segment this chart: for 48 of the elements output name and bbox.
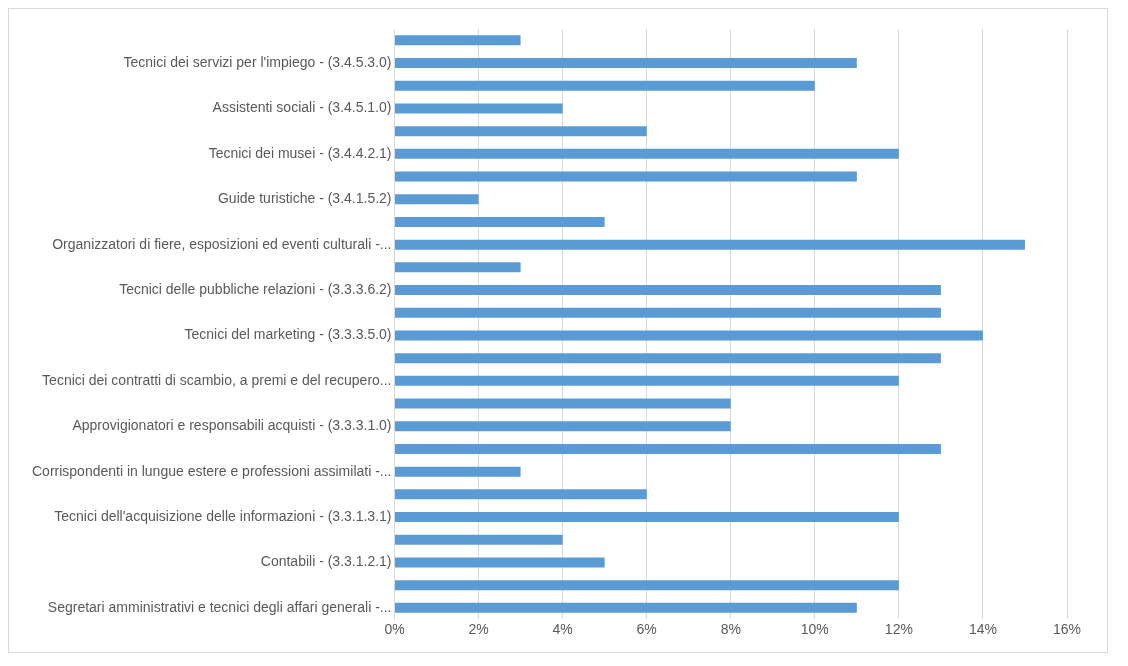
y-tick-label: Tecnici dell'acquisizione delle informazioni - (3.3.1.3.1) [54, 507, 392, 524]
bar [395, 421, 731, 432]
y-tick-label: Tecnici dei servizi per l'impiego - (3.4.5.3.0) [123, 53, 392, 70]
bar [395, 126, 647, 137]
y-tick-label: Tecnici dei musei - (3.4.4.2.1) [208, 144, 392, 161]
bar [395, 103, 563, 114]
x-tick-label: 14% [968, 621, 997, 638]
y-tick-label: Segretari amministrativi e tecnici degli affari generali -... [47, 598, 392, 615]
bar [395, 216, 605, 227]
x-tick-label: 0% [384, 621, 405, 638]
y-tick-label: Tecnici dei contratti di scambio, a premi e del recupero... [42, 371, 392, 388]
y-tick-label: Guide turistiche - (3.4.1.5.2) [217, 190, 392, 207]
y-tick-label: Organizzatori di fiere, esposizioni ed eventi culturali -... [52, 235, 392, 252]
x-tick-label: 2% [468, 621, 489, 638]
bar [395, 489, 647, 500]
bar [395, 194, 479, 205]
x-tick-label: 10% [800, 621, 829, 638]
bar [395, 534, 563, 545]
bar [395, 171, 857, 182]
bar [395, 262, 521, 273]
bar [395, 58, 857, 69]
bar [395, 398, 731, 409]
y-tick-label: Tecnici del marketing - (3.3.3.5.0) [184, 326, 392, 343]
bar [395, 239, 1025, 250]
x-tick-label: 6% [636, 621, 657, 638]
y-tick-label: Assistenti sociali - (3.4.5.1.0) [212, 99, 392, 116]
bar [395, 557, 605, 568]
bar [395, 148, 899, 159]
x-tick-label: 16% [1052, 621, 1082, 638]
x-tick-label: 12% [884, 621, 913, 638]
y-tick-label: Approvigionatori e responsabili acquisti - (3.3.3.1.0) [72, 417, 392, 434]
y-tick-label: Corrispondenti in lungue estere e professioni assimilati -... [31, 462, 392, 479]
bar [395, 353, 941, 364]
bar [395, 580, 899, 591]
bar [395, 466, 521, 477]
y-tick-label: Contabili - (3.3.1.2.1) [260, 553, 392, 570]
bar [395, 307, 941, 318]
x-tick-label: 8% [720, 621, 741, 638]
x-tick-label: 4% [552, 621, 573, 638]
bar [395, 512, 899, 523]
y-tick-label: Tecnici delle pubbliche relazioni - (3.3.3.6.2) [119, 280, 392, 297]
bar [395, 443, 941, 454]
bar [395, 330, 983, 341]
bar [395, 285, 941, 296]
bar [395, 602, 857, 613]
bar [395, 80, 815, 91]
bar [395, 375, 899, 386]
bar [395, 35, 521, 46]
